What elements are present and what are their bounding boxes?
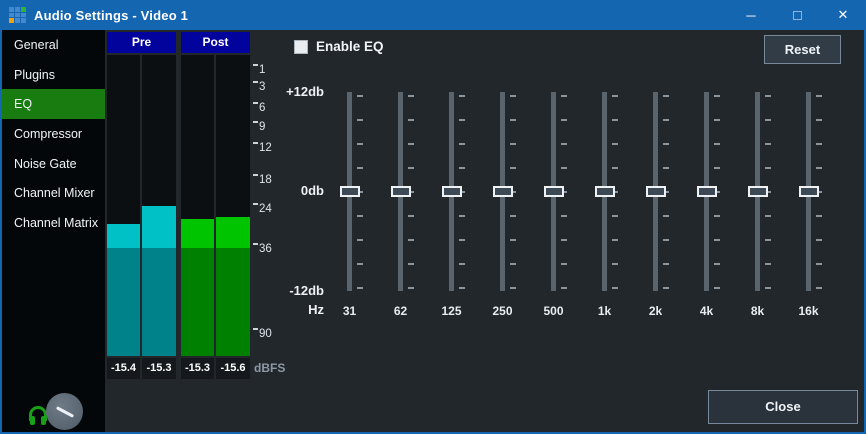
eq-band-frequency-label: 62: [393, 304, 408, 318]
eq-band-31: 31: [324, 92, 375, 322]
eq-tick-marks: [662, 95, 669, 289]
meter-bar-bright: [181, 219, 214, 248]
eq-slider-handle[interactable]: [696, 186, 717, 197]
db-scale-label: 36: [253, 243, 272, 256]
db-scale-label: 12: [253, 141, 272, 154]
meter-readout: -15.3: [181, 358, 214, 379]
meter-readout: -15.4: [107, 358, 140, 379]
meter-bar-bright: [107, 223, 140, 248]
eq-tick-marks: [407, 95, 414, 289]
eq-axis-minus12db: -12db: [289, 283, 324, 298]
db-scale-label: 1: [252, 63, 266, 76]
eq-band-frequency-label: 31: [342, 304, 357, 318]
eq-band-frequency-label: 250: [492, 304, 513, 318]
eq-tick-marks: [509, 95, 516, 289]
meter-bar-dark: [142, 247, 176, 356]
eq-slider-handle[interactable]: [594, 186, 615, 197]
eq-tick-marks: [764, 95, 771, 289]
meter-bar-bright: [216, 216, 250, 248]
db-scale-label: 90: [253, 327, 272, 340]
eq-slider-handle[interactable]: [798, 186, 819, 197]
sidebar: General Plugins EQ Compressor Noise Gate…: [2, 30, 105, 432]
meter-bar-dark: [181, 247, 214, 356]
pre-meter-channel-left: [107, 55, 140, 356]
maximize-icon: [792, 10, 802, 20]
db-scale-label: 6: [252, 101, 266, 114]
eq-bands: 31 62 125 250: [324, 92, 834, 322]
eq-slider-handle[interactable]: [543, 186, 564, 197]
eq-band-frequency-label: 2k: [648, 304, 663, 318]
eq-band-125: 125: [426, 92, 477, 322]
sidebar-item-compressor[interactable]: Compressor: [14, 126, 83, 141]
eq-band-frequency-label: 1k: [597, 304, 612, 318]
db-scale-label: 9: [252, 121, 266, 134]
monitor-volume-knob[interactable]: [46, 393, 83, 430]
meter-bar-bright: [142, 206, 176, 248]
reset-button[interactable]: Reset: [764, 35, 841, 64]
db-scale: 1 3 6 9 12 18 24 36 90: [252, 55, 286, 356]
close-button[interactable]: Close: [708, 390, 858, 424]
sidebar-item-channel-mixer[interactable]: Channel Mixer: [14, 186, 95, 201]
eq-slider-handle[interactable]: [492, 186, 513, 197]
meter-bar-dark: [216, 247, 250, 356]
sidebar-item-noise-gate[interactable]: Noise Gate: [14, 156, 77, 171]
minimize-button[interactable]: ─: [746, 7, 756, 23]
maximize-button[interactable]: [774, 0, 820, 30]
sidebar-item-general[interactable]: General: [14, 37, 59, 52]
sidebar-item-channel-matrix[interactable]: Channel Matrix: [14, 215, 99, 230]
eq-band-250: 250: [477, 92, 528, 322]
eq-tick-marks: [713, 95, 720, 289]
meter-readout: -15.3: [142, 358, 176, 379]
eq-slider-handle[interactable]: [645, 186, 666, 197]
eq-band-frequency-label: 500: [543, 304, 564, 318]
eq-tick-marks: [356, 95, 363, 289]
eq-axis-plus12db: +12db: [286, 84, 324, 99]
dbfs-unit-label: dBFS: [254, 361, 286, 375]
window-controls: ─ ✕: [728, 0, 866, 30]
sidebar-item-eq[interactable]: EQ: [2, 89, 105, 120]
eq-band-frequency-label: 8k: [750, 304, 765, 318]
pre-meter-header: Pre: [107, 32, 176, 53]
vmix-logo-icon: [9, 7, 26, 23]
eq-axis-0db: 0db: [300, 183, 324, 198]
enable-eq-label: Enable EQ: [316, 39, 384, 54]
eq-band-8k: 8k: [732, 92, 783, 322]
eq-tick-marks: [458, 95, 465, 289]
eq-slider-handle[interactable]: [747, 186, 768, 197]
db-scale-label: 18: [253, 174, 272, 187]
post-meter-channel-right: [216, 55, 250, 356]
close-window-button[interactable]: ✕: [837, 7, 849, 22]
window-title: Audio Settings - Video 1: [34, 7, 189, 23]
eq-slider-handle[interactable]: [339, 186, 360, 197]
eq-band-16k: 16k: [783, 92, 834, 322]
eq-tick-marks: [611, 95, 618, 289]
db-scale-label: 24: [253, 203, 272, 215]
dialog-content: General Plugins EQ Compressor Noise Gate…: [2, 30, 864, 432]
eq-band-frequency-label: 16k: [798, 304, 819, 318]
pre-meter-channel-right: [142, 55, 176, 356]
eq-band-500: 500: [528, 92, 579, 322]
eq-band-1k: 1k: [579, 92, 630, 322]
titlebar: Audio Settings - Video 1 ─ ✕: [0, 0, 866, 30]
eq-band-2k: 2k: [630, 92, 681, 322]
eq-band-4k: 4k: [681, 92, 732, 322]
eq-band-frequency-label: 125: [441, 304, 462, 318]
sidebar-item-plugins[interactable]: Plugins: [14, 67, 55, 82]
headphones-icon[interactable]: [29, 406, 47, 425]
meter-readout: -15.6: [216, 358, 250, 379]
eq-tick-marks: [560, 95, 567, 289]
meter-bar-dark: [107, 247, 140, 356]
post-meter-header: Post: [181, 32, 250, 53]
eq-tick-marks: [815, 95, 822, 289]
eq-band-frequency-label: 4k: [699, 304, 714, 318]
eq-band-62: 62: [375, 92, 426, 322]
enable-eq-checkbox[interactable]: [294, 40, 308, 54]
eq-slider-handle[interactable]: [441, 186, 462, 197]
eq-slider-handle[interactable]: [390, 186, 411, 197]
db-scale-label: 3: [252, 81, 266, 94]
eq-axis-hz: Hz: [308, 302, 324, 317]
post-meter-channel-left: [181, 55, 214, 356]
